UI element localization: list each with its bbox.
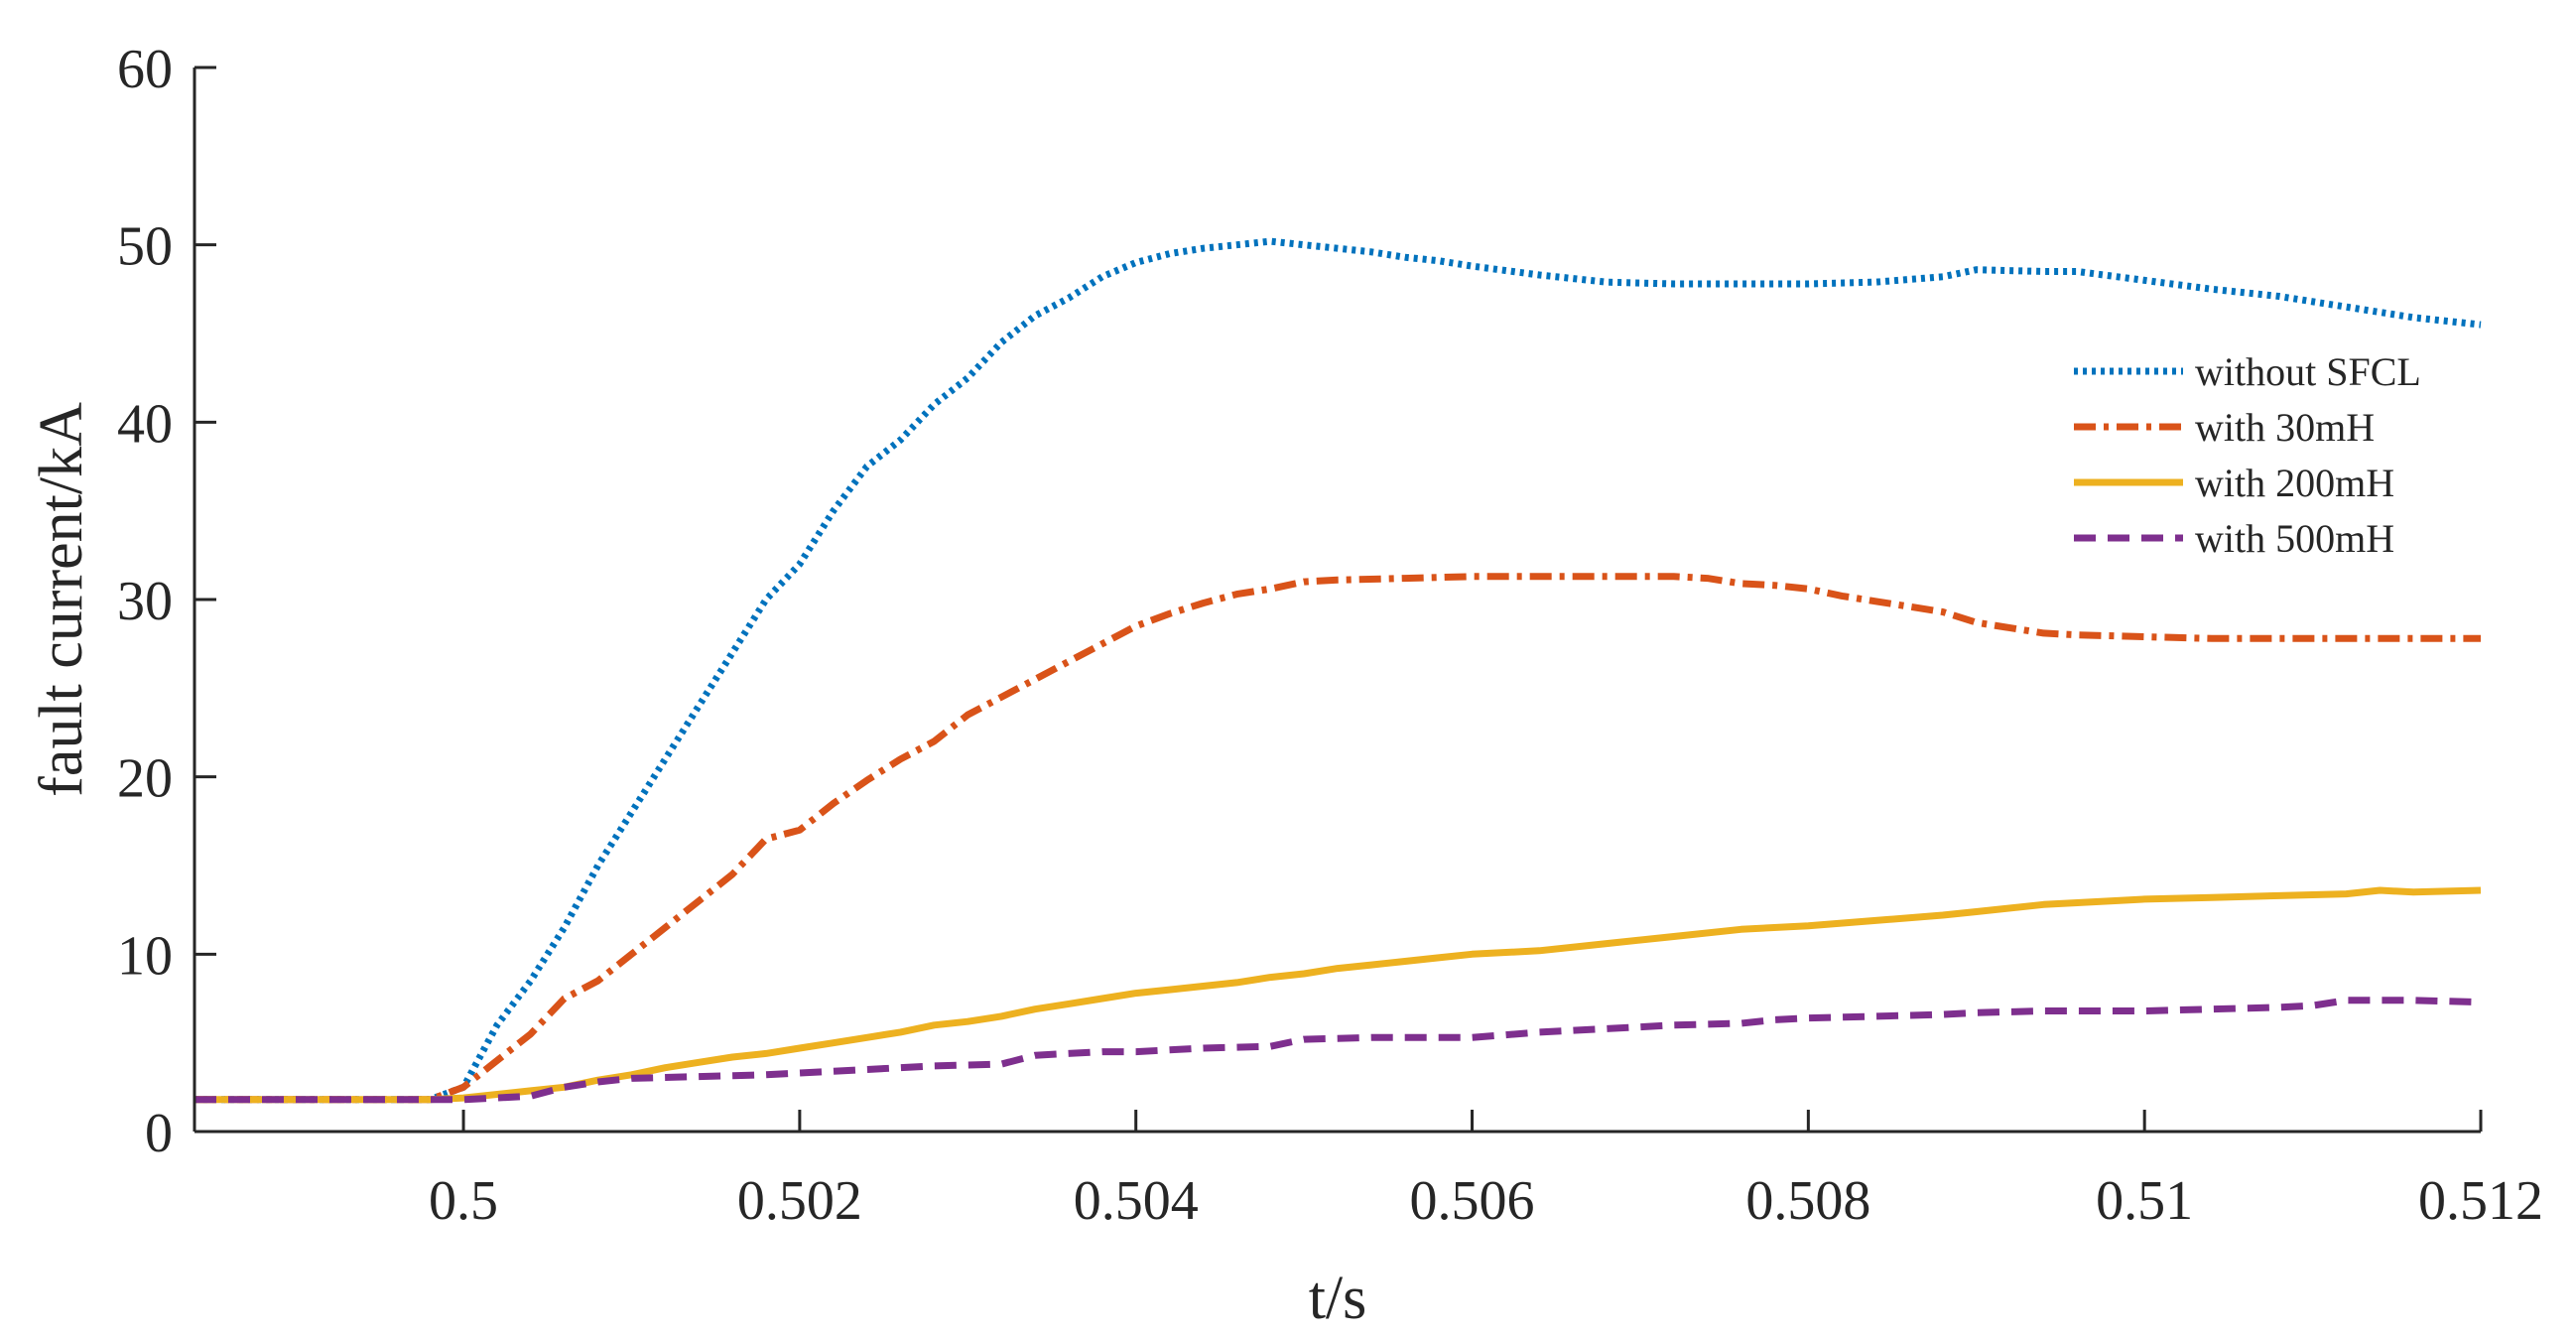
y-tick-label: 40 [117,393,173,455]
legend-label: with 500mH [2195,516,2394,561]
y-tick-label: 10 [117,925,173,987]
legend-label: without SFCL [2195,349,2421,394]
y-tick-label: 30 [117,571,173,632]
series-line-without-sfcl [194,237,2482,1104]
series-line-with-200mh [194,886,2482,1104]
x-ticks: 0.5 0.502 0.504 0.506 0.508 0.51 0.512 [429,1110,2543,1232]
y-ticks: 0 10 20 30 40 50 60 [117,39,216,1164]
y-axis-title: fault current/kA [28,402,95,797]
series-line-with-500mh [194,997,2482,1104]
x-tick-label: 0.506 [1410,1170,1535,1232]
legend: without SFCL with 30mH with 200mH with 500m… [2074,349,2421,561]
y-tick-label: 60 [117,39,173,100]
legend-label: with 200mH [2195,461,2394,505]
x-tick-label: 0.51 [2096,1170,2193,1232]
legend-label: with 30mH [2195,405,2375,450]
y-tick-label: 50 [117,216,173,278]
x-axis-title: t/s [1309,1265,1367,1332]
series-line-with-30mh [194,573,2481,1104]
series-layer [194,237,2482,1104]
y-tick-label: 0 [145,1103,173,1164]
x-tick-label: 0.512 [2418,1170,2543,1232]
x-tick-label: 0.508 [1745,1170,1870,1232]
x-tick-label: 0.504 [1074,1170,1199,1232]
x-tick-label: 0.502 [737,1170,862,1232]
x-tick-label: 0.5 [429,1170,498,1232]
y-tick-label: 20 [117,748,173,810]
